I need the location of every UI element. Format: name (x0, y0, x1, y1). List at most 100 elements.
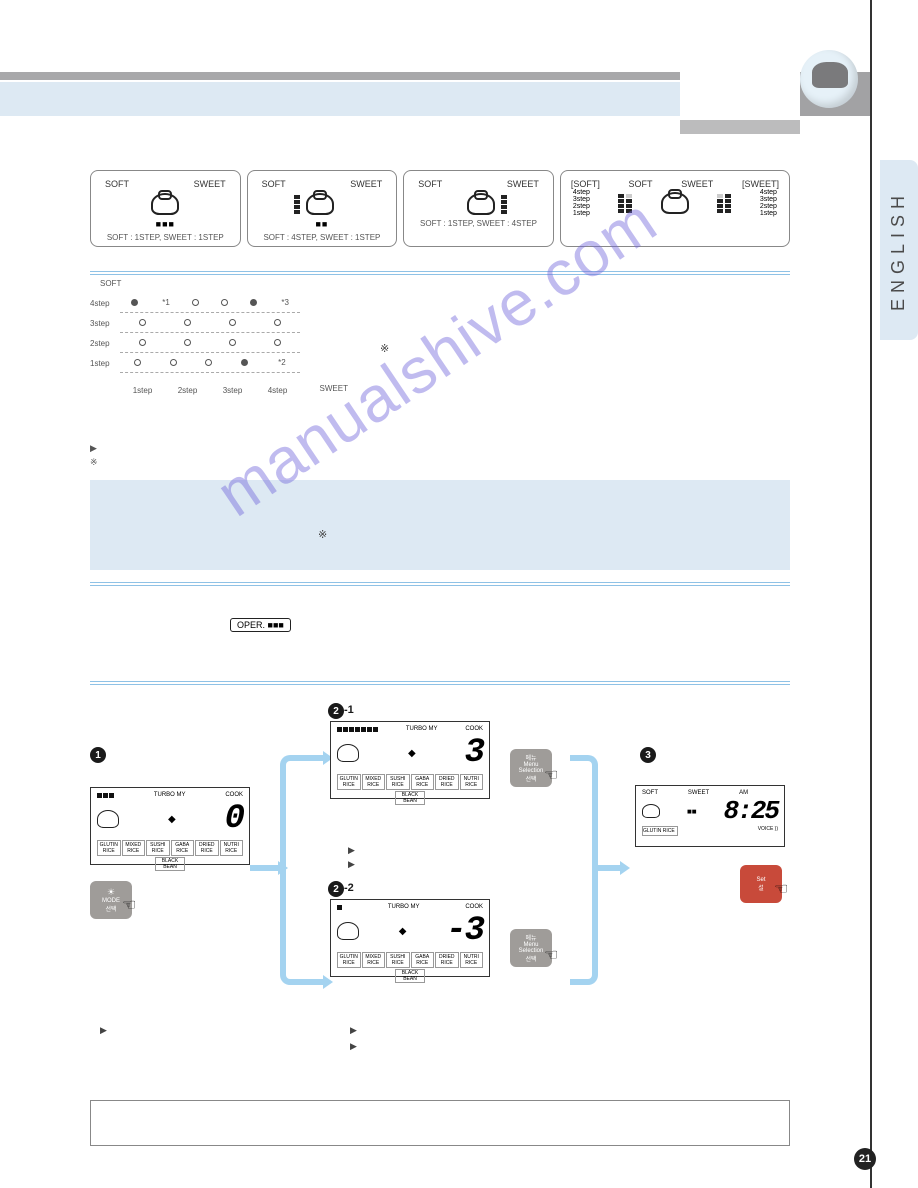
lcd1-turbo-label: TURBO MY (154, 792, 186, 798)
arrow-to-22 (305, 979, 325, 985)
panel-4-soft-label: SOFT (629, 179, 653, 189)
step-badge-21: 2 (328, 703, 344, 719)
cooker-icon (97, 810, 119, 828)
arrow-from-1 (250, 865, 280, 871)
cooker-icon (467, 193, 495, 215)
triangle-note-21b: ▶ (348, 859, 355, 870)
panel-4-sweet-bracket: [SWEET] (742, 179, 779, 189)
arrow-to-3 (596, 865, 622, 871)
panel-4-labels: [SOFT] SOFT SWEET [SWEET] (569, 179, 781, 189)
cooker-icon (337, 922, 359, 940)
chart-x-ticks: 1step 2step 3step 4step (120, 386, 300, 395)
triangle-note-21a: ▶ (348, 845, 355, 856)
panel-3-caption: SOFT : 1STEP, SWEET : 4STEP (412, 219, 545, 228)
panel-4: [SOFT] SOFT SWEET [SWEET] 4step 3step 2s… (560, 170, 790, 247)
panel-3: SOFT SWEET SOFT : 1STEP, SWEET : 4STEP (403, 170, 554, 247)
lcd-panel-21: TURBO MY COOK ◆ 3 GLUTIN RICE MIXED RICE… (330, 721, 490, 799)
panel-1-mid (99, 193, 232, 215)
oper-line: OPER. ■■■ (90, 614, 790, 633)
panel-2: SOFT SWEET ■■ SOFT : 4STEP, SWEET : 1STE… (247, 170, 398, 247)
lcd1-progress (97, 793, 114, 798)
cooker-icon (661, 192, 689, 214)
panel-4-soft-steps: 4step 3step 2step 1step (573, 189, 590, 217)
symbol-lines: ▶ ※ (90, 443, 790, 468)
triangle-note-1: ▶ (90, 443, 790, 454)
product-icon (812, 62, 848, 88)
lcd-panel-3: SOFT SWEET AM ■■ 8:25 GLUTIN RICE VOICE … (635, 785, 785, 847)
content-area: SOFT SWEET ■■■ SOFT : 1STEP, SWEET : 1ST… (90, 170, 790, 1075)
page-number: 21 (854, 1148, 876, 1170)
panel-2-sweet-label: SWEET (350, 179, 382, 189)
flow-section: 1 TURBO MY COOK ◆ 0 GLUTIN RICE (90, 695, 790, 1075)
chart-note-symbol: ※ (380, 342, 389, 355)
note-reference-symbol: ※ (318, 528, 327, 541)
flow-bracket-close (570, 755, 598, 985)
lcd-panel-1: TURBO MY COOK ◆ 0 GLUTIN RICE MIXED RICE… (90, 787, 250, 865)
triangle-note-bottom-3: ▶ (350, 1041, 357, 1052)
panel-4-sweet-gauge (717, 194, 731, 213)
step-badge-22: 2 (328, 881, 344, 897)
panel-4-sweet-steps: 4step 3step 2step 1step (760, 189, 777, 217)
cooker-icon (151, 193, 179, 215)
step-badge-1: 1 (90, 747, 106, 763)
step-badge-21-sub: -1 (344, 704, 354, 716)
panel-3-sweet-label: SWEET (507, 179, 539, 189)
panel-1-labels: SOFT SWEET (99, 179, 232, 189)
lcd21-value: 3 (465, 734, 483, 772)
lcd-panel-22: TURBO MY COOK ◆ -3 GLUTIN RICE MIXED RIC… (330, 899, 490, 977)
footnote-box (90, 1100, 790, 1146)
lcd21-menu-row: GLUTIN RICE MIXED RICE SUSHI RICE GABA R… (337, 774, 483, 790)
panel-1-soft-label: SOFT (105, 179, 129, 189)
lcd21-progress (337, 727, 378, 732)
lcd1-value: 0 (225, 800, 243, 838)
hand-icon: ☜ (122, 895, 136, 915)
panel-3-soft-label: SOFT (418, 179, 442, 189)
panel-3-sweet-bars (501, 195, 507, 214)
lcd1-cook-label: COOK (225, 792, 243, 798)
language-tab: ENGLISH (880, 160, 918, 340)
chart-grid: *1*3 *2 (120, 293, 300, 373)
header-tab-gray (680, 120, 800, 134)
display-panels-row: SOFT SWEET ■■■ SOFT : 1STEP, SWEET : 1ST… (90, 170, 790, 247)
hand-icon: ☜ (544, 945, 558, 965)
oper-badge: OPER. ■■■ (230, 618, 291, 632)
panel-2-soft-label: SOFT (262, 179, 286, 189)
panel-2-soft-bars (294, 195, 300, 214)
step-badge-22-sub: -2 (344, 882, 354, 894)
page-divider (870, 0, 872, 1188)
hand-icon: ☜ (774, 879, 788, 899)
panel-1-dots: ■■■ (99, 219, 232, 229)
page-root: ENGLISH SOFT SWEET ■■■ SOFT : 1STEP, SWE… (0, 0, 918, 1188)
reference-note-1: ※ (90, 457, 790, 468)
divider-3 (90, 681, 790, 685)
panel-3-mid (412, 193, 545, 215)
panel-1-sweet-label: SWEET (194, 179, 226, 189)
chart-y-ticks: 4step 3step 2step 1step (90, 293, 110, 373)
panel-1: SOFT SWEET ■■■ SOFT : 1STEP, SWEET : 1ST… (90, 170, 241, 247)
note-box: ※ (90, 480, 790, 570)
cooker-icon (642, 804, 660, 818)
lcd1-menu-row: GLUTIN RICE MIXED RICE SUSHI RICE GABA R… (97, 840, 243, 856)
chart-row: SOFT 4step 3step 2step 1step *1*3 *2 1st… (90, 283, 790, 413)
panel-2-labels: SOFT SWEET (256, 179, 389, 189)
panel-4-soft-gauge (618, 194, 632, 213)
panel-1-caption: SOFT : 1STEP, SWEET : 1STEP (99, 233, 232, 242)
lcd3-time: 8:25 (724, 796, 778, 826)
chart-x-label: SWEET (320, 384, 348, 393)
divider-1 (90, 271, 790, 275)
cooker-icon (337, 744, 359, 762)
arrow-to-21 (305, 755, 325, 761)
hand-icon: ☜ (544, 765, 558, 785)
step-chart: SOFT 4step 3step 2step 1step *1*3 *2 1st… (90, 283, 320, 393)
panel-4-soft-bracket: [SOFT] (571, 179, 600, 189)
lcd22-menu-row: GLUTIN RICE MIXED RICE SUSHI RICE GABA R… (337, 952, 483, 968)
language-label: ENGLISH (889, 189, 910, 310)
step-badge-3: 3 (640, 747, 656, 763)
lcd22-progress (337, 905, 342, 910)
panel-2-caption: SOFT : 4STEP, SWEET : 1STEP (256, 233, 389, 242)
panel-4-body: 4step 3step 2step 1step (569, 189, 781, 217)
divider-2 (90, 582, 790, 586)
triangle-note-bottom-1: ▶ (100, 1025, 107, 1036)
panel-4-sweet-label: SWEET (681, 179, 713, 189)
cooker-icon (306, 193, 334, 215)
